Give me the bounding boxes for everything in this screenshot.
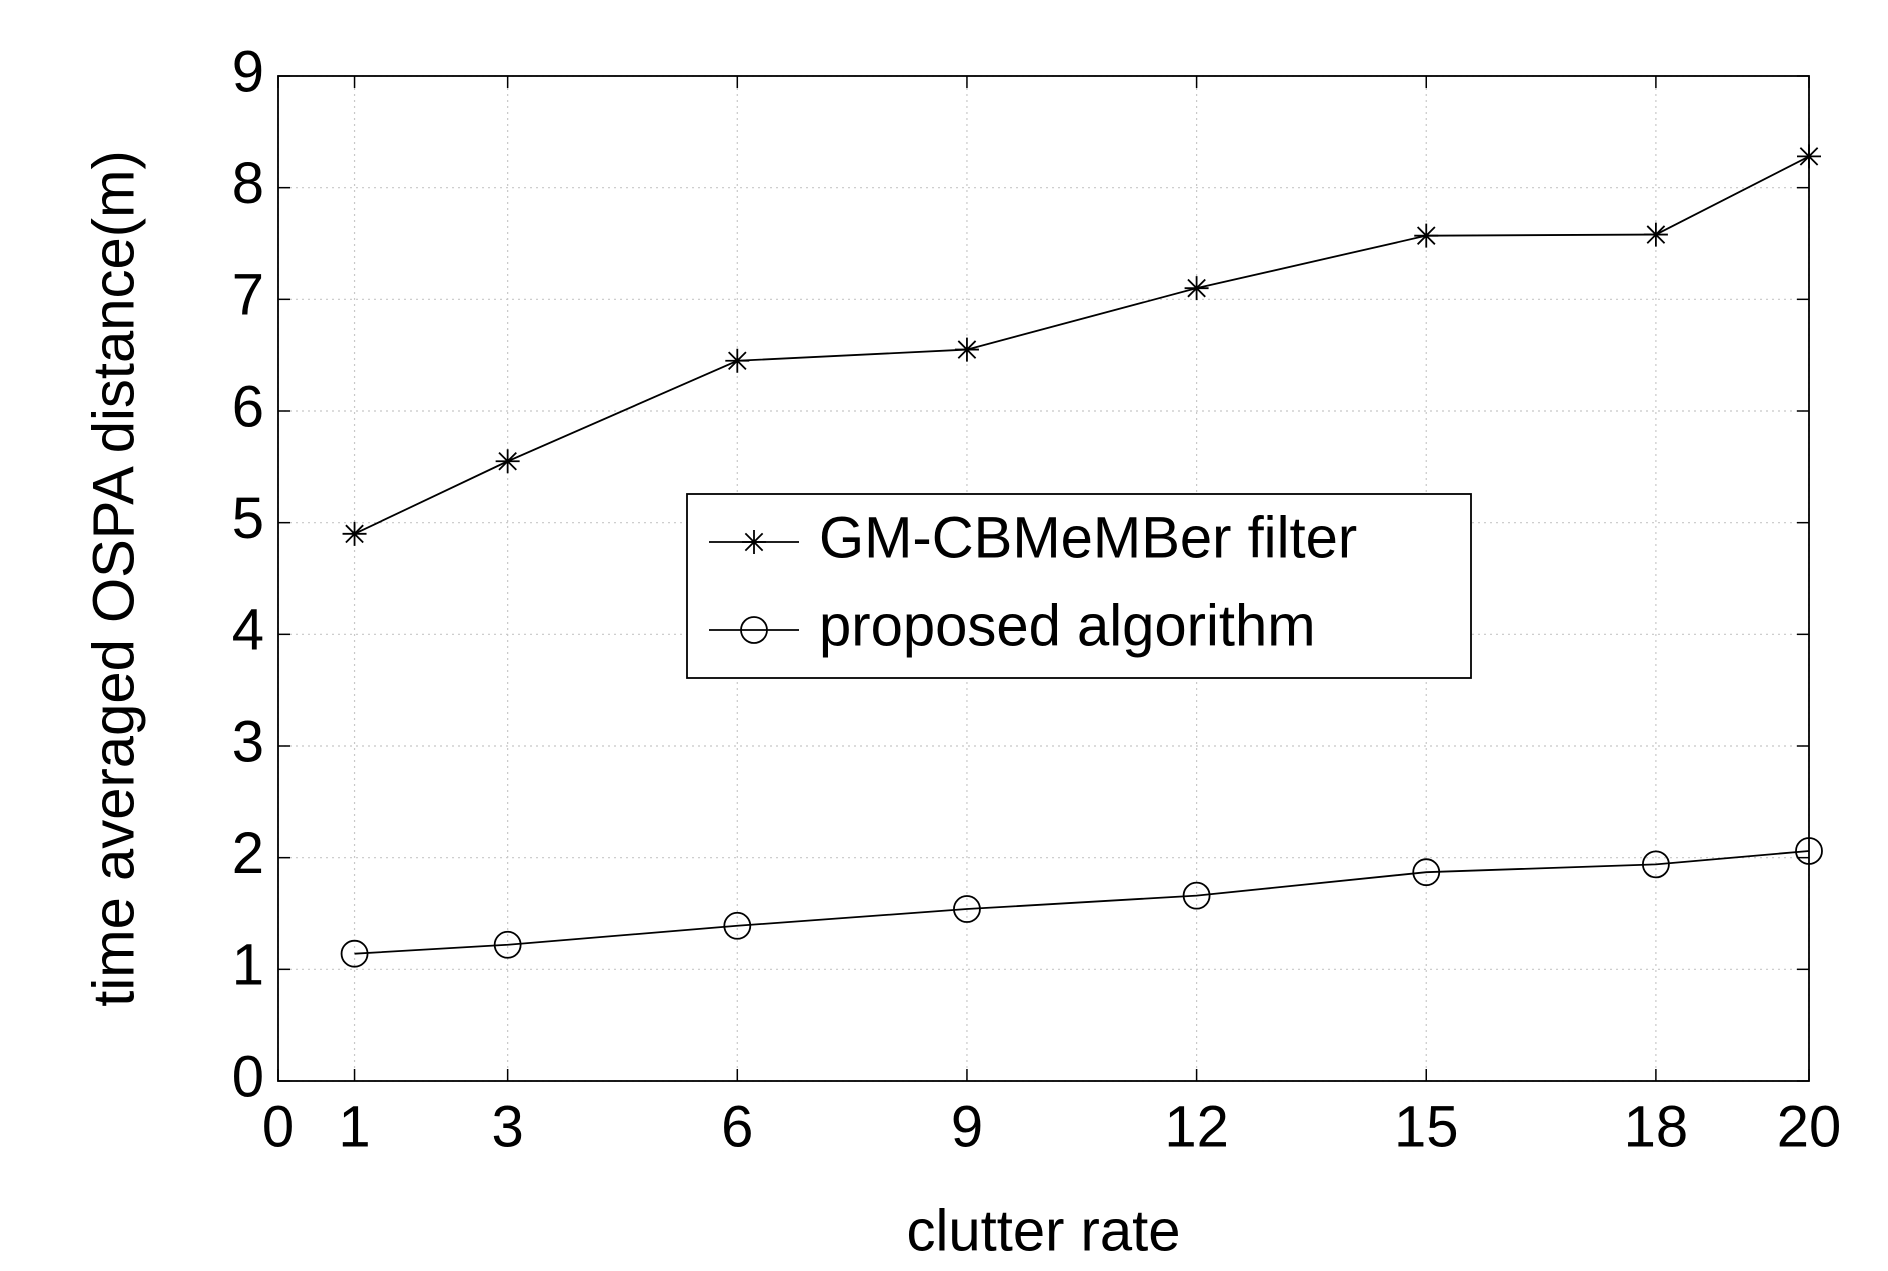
marker [740,616,768,644]
marker [495,449,520,474]
marker [342,521,367,546]
marker [493,930,522,959]
y-tick-label: 3 [232,709,264,774]
marker [1795,837,1823,865]
marker [1797,144,1821,169]
y-tick-label: 9 [232,39,264,104]
x-tick-label: 0 [262,1094,294,1159]
y-tick-label: 4 [232,598,264,663]
y-tick-label: 6 [232,374,264,439]
x-tick-label: 20 [1777,1094,1842,1159]
y-tick-label: 5 [232,486,264,551]
plot-frame [277,75,1810,1082]
marker [1184,276,1209,301]
x-tick-label: 6 [721,1094,753,1159]
marker [1182,881,1211,910]
x-tick-label: 15 [1394,1094,1459,1159]
marker [954,337,979,362]
series-line [354,155,1810,535]
marker [1412,858,1441,887]
x-axis-label: clutter rate [907,1198,1181,1263]
x-tick-label: 12 [1164,1094,1229,1159]
marker [340,939,369,968]
marker [725,348,750,373]
marker [1414,223,1439,248]
legend-label: GM-CBMeMBer filter [819,505,1357,570]
y-tick-label: 8 [232,151,264,216]
marker [1642,850,1670,879]
y-tick-label: 1 [232,933,264,998]
legend-box [686,493,1472,679]
marker [1643,222,1668,247]
x-tick-label: 1 [338,1094,370,1159]
marker [742,530,766,554]
series-line [354,850,1810,955]
y-tick-label: 0 [232,1044,264,1109]
legend: GM-CBMeMBer filter proposed algorithm [686,493,1472,679]
y-tick-label: 2 [232,821,264,886]
x-tick-label: 9 [951,1094,983,1159]
marker [953,895,981,923]
legend-label: proposed algorithm [819,593,1316,658]
x-tick-label: 18 [1624,1094,1689,1159]
y-tick-label: 7 [232,263,264,328]
y-axis-label: time averaged OSPA distance(m) [81,150,146,1006]
x-tick-label: 3 [492,1094,524,1159]
marker [723,911,752,940]
